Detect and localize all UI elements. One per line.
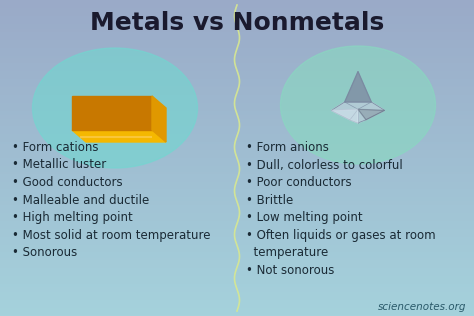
Text: • Malleable and ductile: • Malleable and ductile [12, 193, 149, 206]
Text: • Poor conductors: • Poor conductors [246, 176, 352, 189]
Text: sciencenotes.org: sciencenotes.org [377, 302, 466, 312]
Polygon shape [331, 109, 358, 123]
Polygon shape [72, 96, 152, 130]
Polygon shape [331, 102, 384, 123]
Polygon shape [152, 96, 166, 142]
Text: • Form anions: • Form anions [246, 141, 329, 154]
Text: • Low melting point: • Low melting point [246, 211, 363, 224]
Polygon shape [358, 109, 384, 120]
Polygon shape [345, 72, 371, 102]
Text: • Often liquids or gases at room: • Often liquids or gases at room [246, 228, 436, 241]
Polygon shape [72, 130, 166, 142]
Text: • Brittle: • Brittle [246, 193, 293, 206]
Text: • Sonorous: • Sonorous [12, 246, 77, 259]
Ellipse shape [33, 48, 198, 168]
Text: • High melting point: • High melting point [12, 211, 133, 224]
Text: Metals vs Nonmetals: Metals vs Nonmetals [90, 11, 384, 35]
Text: • Dull, colorless to colorful: • Dull, colorless to colorful [246, 159, 403, 172]
Text: • Form cations: • Form cations [12, 141, 99, 154]
Text: • Metallic luster: • Metallic luster [12, 159, 106, 172]
Text: • Good conductors: • Good conductors [12, 176, 123, 189]
Text: temperature: temperature [246, 246, 328, 259]
Text: • Not sonorous: • Not sonorous [246, 264, 334, 276]
Ellipse shape [281, 46, 436, 164]
Text: • Most solid at room temperature: • Most solid at room temperature [12, 228, 210, 241]
